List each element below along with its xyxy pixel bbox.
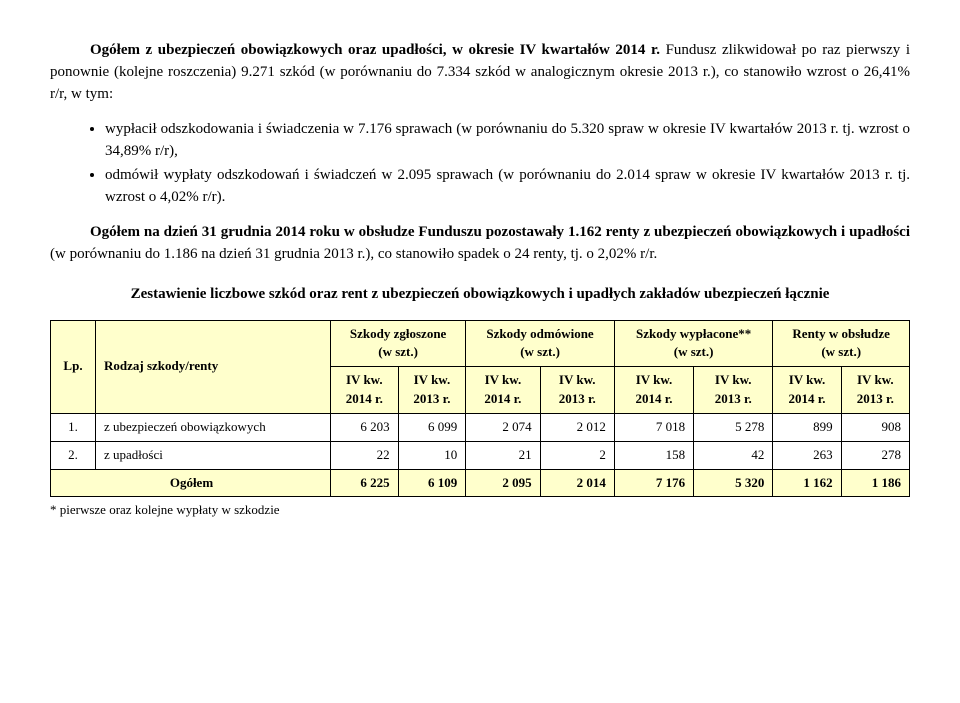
paragraph-1: Ogółem z ubezpieczeń obowiązkowych oraz … [50,40,910,105]
table-head: Lp. Rodzaj szkody/renty Szkody zgłoszone… [51,320,910,413]
data-table: Lp. Rodzaj szkody/renty Szkody zgłoszone… [50,320,910,498]
paragraph-2-lead: Ogółem na dzień 31 grudnia 2014 roku w o… [90,224,910,240]
cell-lp: 1. [51,413,96,441]
table-body: 1. z ubezpieczeń obowiązkowych 6 203 6 0… [51,413,910,497]
cell-val: 908 [841,413,909,441]
cell-val: 158 [614,441,693,469]
bullet-item-2: odmówił wypłaty odszkodowań i świadczeń … [105,165,910,209]
cell-val: 2 012 [540,413,614,441]
cell-total: 1 162 [773,469,841,497]
cell-val: 42 [694,441,773,469]
cell-val: 10 [398,441,466,469]
cell-total: 7 176 [614,469,693,497]
cell-total: 2 095 [466,469,540,497]
cell-val: 2 [540,441,614,469]
cell-val: 6 203 [331,413,399,441]
cell-val: 21 [466,441,540,469]
th-sub-2013: IV kw.2013 r. [694,367,773,414]
cell-total: 6 109 [398,469,466,497]
th-sub-2014: IV kw.2014 r. [773,367,841,414]
th-sub-2013: IV kw.2013 r. [540,367,614,414]
cell-val: 899 [773,413,841,441]
cell-total: 1 186 [841,469,909,497]
cell-val: 7 018 [614,413,693,441]
paragraph-1-lead: Ogółem z ubezpieczeń obowiązkowych oraz … [90,42,660,58]
th-group-zgloszone: Szkody zgłoszone(w szt.) [331,320,466,367]
cell-total-label: Ogółem [51,469,331,497]
cell-val: 22 [331,441,399,469]
th-sub-2013: IV kw.2013 r. [398,367,466,414]
footnote: * pierwsze oraz kolejne wypłaty w szkodz… [50,501,910,520]
th-rodzaj: Rodzaj szkody/renty [96,320,331,413]
table-row: 1. z ubezpieczeń obowiązkowych 6 203 6 0… [51,413,910,441]
cell-label: z upadłości [96,441,331,469]
cell-val: 5 278 [694,413,773,441]
th-group-renty: Renty w obsłudze(w szt.) [773,320,910,367]
cell-lp: 2. [51,441,96,469]
cell-val: 2 074 [466,413,540,441]
cell-total: 2 014 [540,469,614,497]
paragraph-2: Ogółem na dzień 31 grudnia 2014 roku w o… [50,222,910,266]
th-sub-2014: IV kw.2014 r. [466,367,540,414]
th-sub-2014: IV kw.2014 r. [331,367,399,414]
table-row: 2. z upadłości 22 10 21 2 158 42 263 278 [51,441,910,469]
paragraph-2-rest: (w porównaniu do 1.186 na dzień 31 grudn… [50,246,657,262]
cell-val: 278 [841,441,909,469]
th-group-wyplacone: Szkody wypłacone**(w szt.) [614,320,772,367]
table-total-row: Ogółem 6 225 6 109 2 095 2 014 7 176 5 3… [51,469,910,497]
cell-label: z ubezpieczeń obowiązkowych [96,413,331,441]
th-sub-2013: IV kw.2013 r. [841,367,909,414]
cell-total: 5 320 [694,469,773,497]
th-lp: Lp. [51,320,96,413]
th-sub-2014: IV kw.2014 r. [614,367,693,414]
cell-val: 263 [773,441,841,469]
bullet-item-1: wypłacił odszkodowania i świadczenia w 7… [105,119,910,163]
cell-total: 6 225 [331,469,399,497]
th-group-odmowione: Szkody odmówione(w szt.) [466,320,615,367]
table-title: Zestawienie liczbowe szkód oraz rent z u… [50,284,910,306]
bullet-list: wypłacił odszkodowania i świadczenia w 7… [50,119,910,208]
cell-val: 6 099 [398,413,466,441]
